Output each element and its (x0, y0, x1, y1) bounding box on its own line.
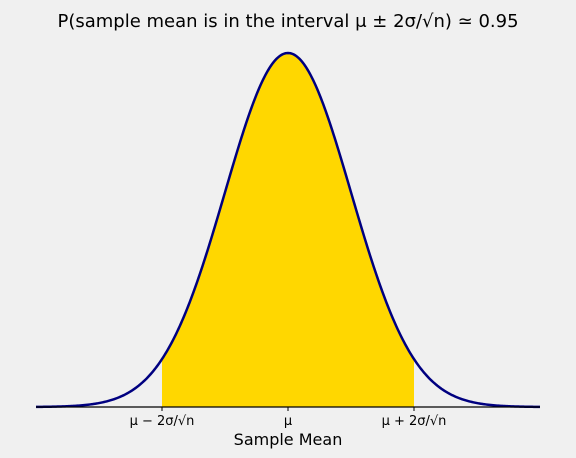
x-tick-label: μ + 2σ/√n (382, 414, 447, 429)
x-tick-label: μ (284, 414, 292, 429)
shaded-probability-area (162, 53, 414, 407)
x-tick-label: μ − 2σ/√n (130, 414, 195, 429)
x-ticks: μ − 2σ/√n μ μ + 2σ/√n (130, 407, 447, 429)
x-axis-label: Sample Mean (234, 430, 343, 449)
chart-title: P(sample mean is in the interval μ ± 2σ/… (57, 11, 518, 32)
density-curve (35, 51, 541, 409)
